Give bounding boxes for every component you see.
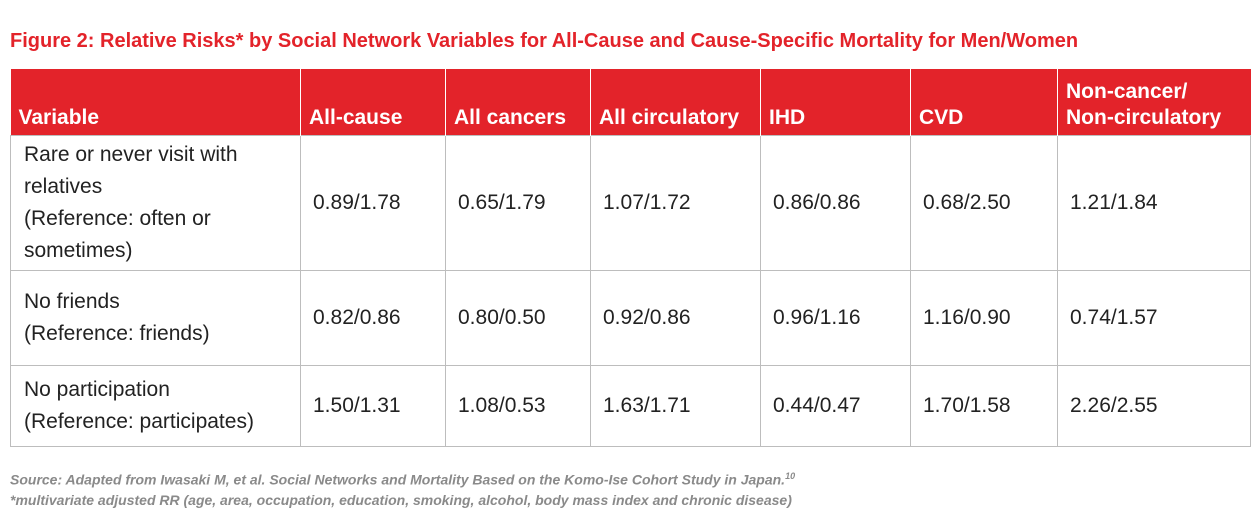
cell-all-cause: 0.89/1.78: [300, 135, 446, 271]
figure-title: Figure 2: Relative Risks* by Social Netw…: [10, 30, 1079, 52]
row-variable-line: (Reference: friends): [24, 322, 210, 345]
header-all-cause: All-cause: [300, 69, 446, 136]
cell-all-circulatory: 0.92/0.86: [590, 270, 761, 366]
cell-all-cause: 1.50/1.31: [300, 365, 446, 447]
cell-ihd: 0.96/1.16: [760, 270, 911, 366]
row-variable-line: (Reference: participates): [24, 410, 254, 433]
source-text: Source: Adapted from Iwasaki M, et al. S…: [10, 471, 786, 488]
source-reference: 10: [785, 471, 796, 481]
figure-notes: Source: Adapted from Iwasaki M, et al. S…: [10, 466, 795, 510]
header-all-cancers: All cancers: [445, 69, 591, 136]
source-note: Source: Adapted from Iwasaki M, et al. S…: [10, 466, 795, 490]
cell-ihd: 0.86/0.86: [760, 135, 911, 271]
table-header-row: Variable All-cause All cancers All circu…: [10, 69, 1251, 136]
table-row: No participation (Reference: participate…: [10, 365, 1251, 447]
cell-non-cancer-non-circulatory: 1.21/1.84: [1057, 135, 1251, 271]
cell-cvd: 1.16/0.90: [910, 270, 1058, 366]
row-variable-line: No friends: [24, 290, 120, 313]
cell-cvd: 0.68/2.50: [910, 135, 1058, 271]
header-cvd: CVD: [910, 69, 1058, 136]
cell-ihd: 0.44/0.47: [760, 365, 911, 447]
row-variable-line: relatives: [24, 175, 103, 198]
table-row: Rare or never visit with relatives (Refe…: [10, 135, 1251, 271]
row-variable-line: sometimes): [24, 239, 133, 262]
footnote: *multivariate adjusted RR (age, area, oc…: [10, 491, 792, 508]
cell-all-cancers: 0.65/1.79: [445, 135, 591, 271]
cell-non-cancer-non-circulatory: 2.26/2.55: [1057, 365, 1251, 447]
header-non-cancer: Non-cancer/: [1066, 80, 1188, 103]
row-variable: Rare or never visit with relatives (Refe…: [10, 135, 301, 271]
header-ihd: IHD: [760, 69, 911, 136]
header-all-circulatory: All circulatory: [590, 69, 761, 136]
row-variable: No participation (Reference: participate…: [10, 365, 301, 447]
row-variable-line: No participation: [24, 378, 170, 401]
cell-all-cancers: 0.80/0.50: [445, 270, 591, 366]
cell-non-cancer-non-circulatory: 0.74/1.57: [1057, 270, 1251, 366]
cell-all-cause: 0.82/0.86: [300, 270, 446, 366]
cell-all-cancers: 1.08/0.53: [445, 365, 591, 447]
header-non-cancer-non-circulatory: Non-cancer/ Non-circulatory: [1057, 69, 1251, 136]
cell-cvd: 1.70/1.58: [910, 365, 1058, 447]
relative-risk-table: Variable All-cause All cancers All circu…: [10, 69, 1251, 447]
row-variable: No friends (Reference: friends): [10, 270, 301, 366]
table-row: No friends (Reference: friends) 0.82/0.8…: [10, 270, 1251, 366]
row-variable-line: Rare or never visit with: [24, 143, 238, 166]
cell-all-circulatory: 1.07/1.72: [590, 135, 761, 271]
row-variable-line: (Reference: often or: [24, 207, 211, 230]
header-non-circulatory: Non-circulatory: [1066, 106, 1222, 129]
header-variable: Variable: [10, 69, 301, 136]
cell-all-circulatory: 1.63/1.71: [590, 365, 761, 447]
